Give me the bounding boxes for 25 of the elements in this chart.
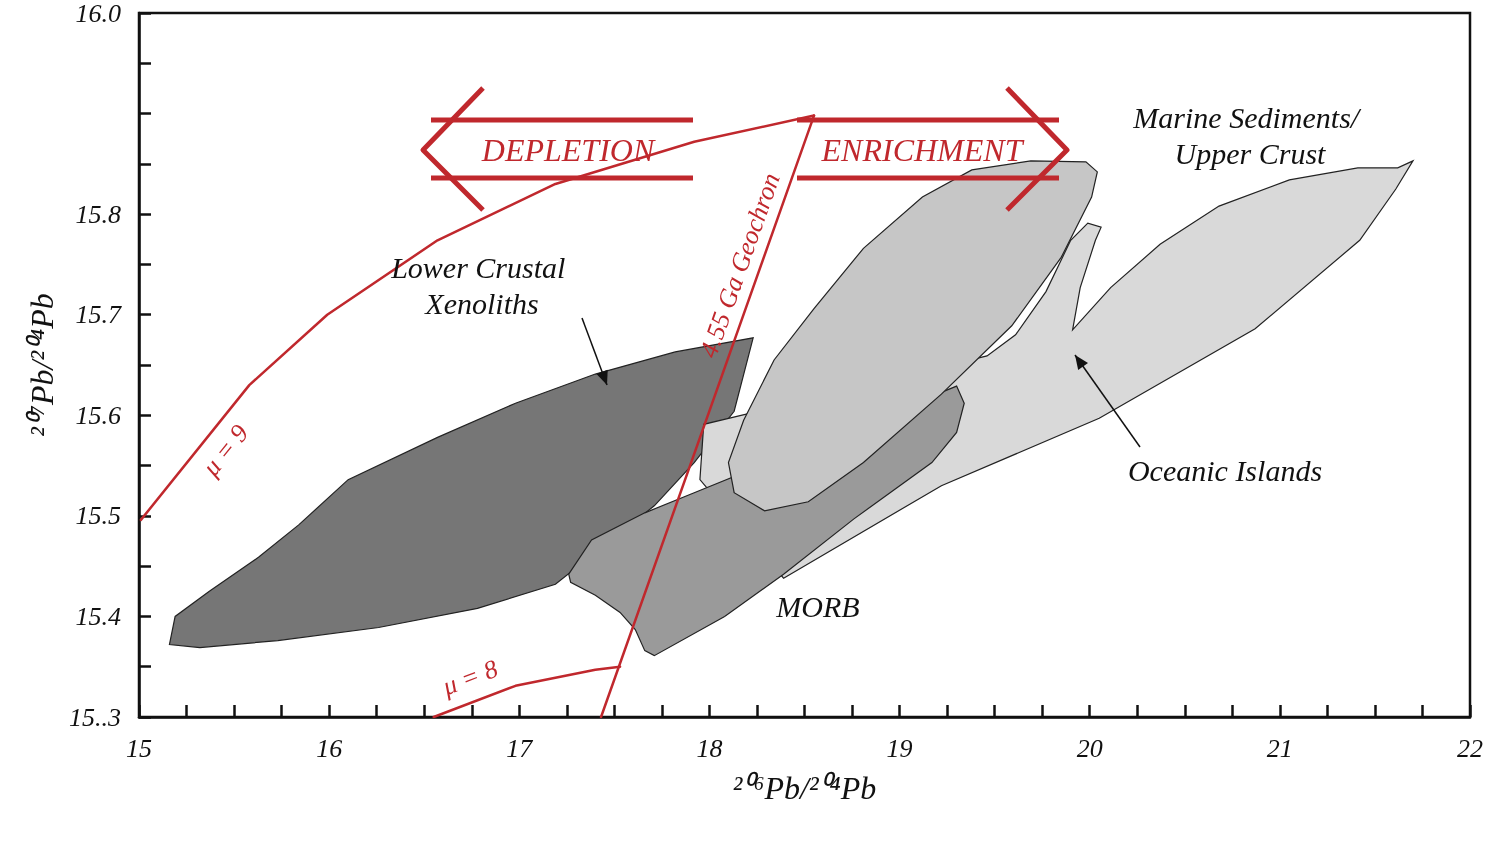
y-tick-label: 15.7 (75, 300, 122, 330)
text: μ = 8 (437, 653, 502, 702)
series-label: Marine Sediments/ Upper Crust (1132, 100, 1367, 170)
y-tick-label: 15.6 (75, 400, 121, 430)
x-tick-label: 17 (506, 733, 534, 763)
y-tick-label: 15.4 (75, 601, 121, 631)
y-tick-label: 16.0 (75, 0, 121, 28)
series-label: Oceanic Islands (1127, 453, 1323, 487)
annotation: DEPLETION (480, 132, 656, 168)
x-tick-label: 21 (1266, 733, 1293, 763)
x-tick-label: 16 (316, 733, 343, 763)
y-tick-label: 15..3 (69, 702, 121, 732)
y-axis-title: ²⁰⁷Pb/²⁰⁴Pb (24, 293, 61, 437)
series-label: MORB (775, 589, 860, 623)
x-axis-title: ²⁰⁶Pb/²⁰⁴Pb (732, 770, 877, 806)
x-tick-label: 18 (696, 733, 723, 763)
annotation: ENRICHMENT (820, 132, 1025, 168)
y-tick-label: 15.8 (75, 199, 121, 229)
x-tick-label: 19 (886, 733, 913, 763)
text: μ = 9 (195, 418, 255, 483)
y-tick-label: 15.5 (75, 501, 121, 531)
x-tick-label: 20 (1076, 733, 1103, 763)
x-tick-label: 15 (126, 733, 152, 763)
x-tick-label: 22 (1457, 733, 1483, 763)
text: Lower Crustal Xenoliths (390, 250, 573, 320)
